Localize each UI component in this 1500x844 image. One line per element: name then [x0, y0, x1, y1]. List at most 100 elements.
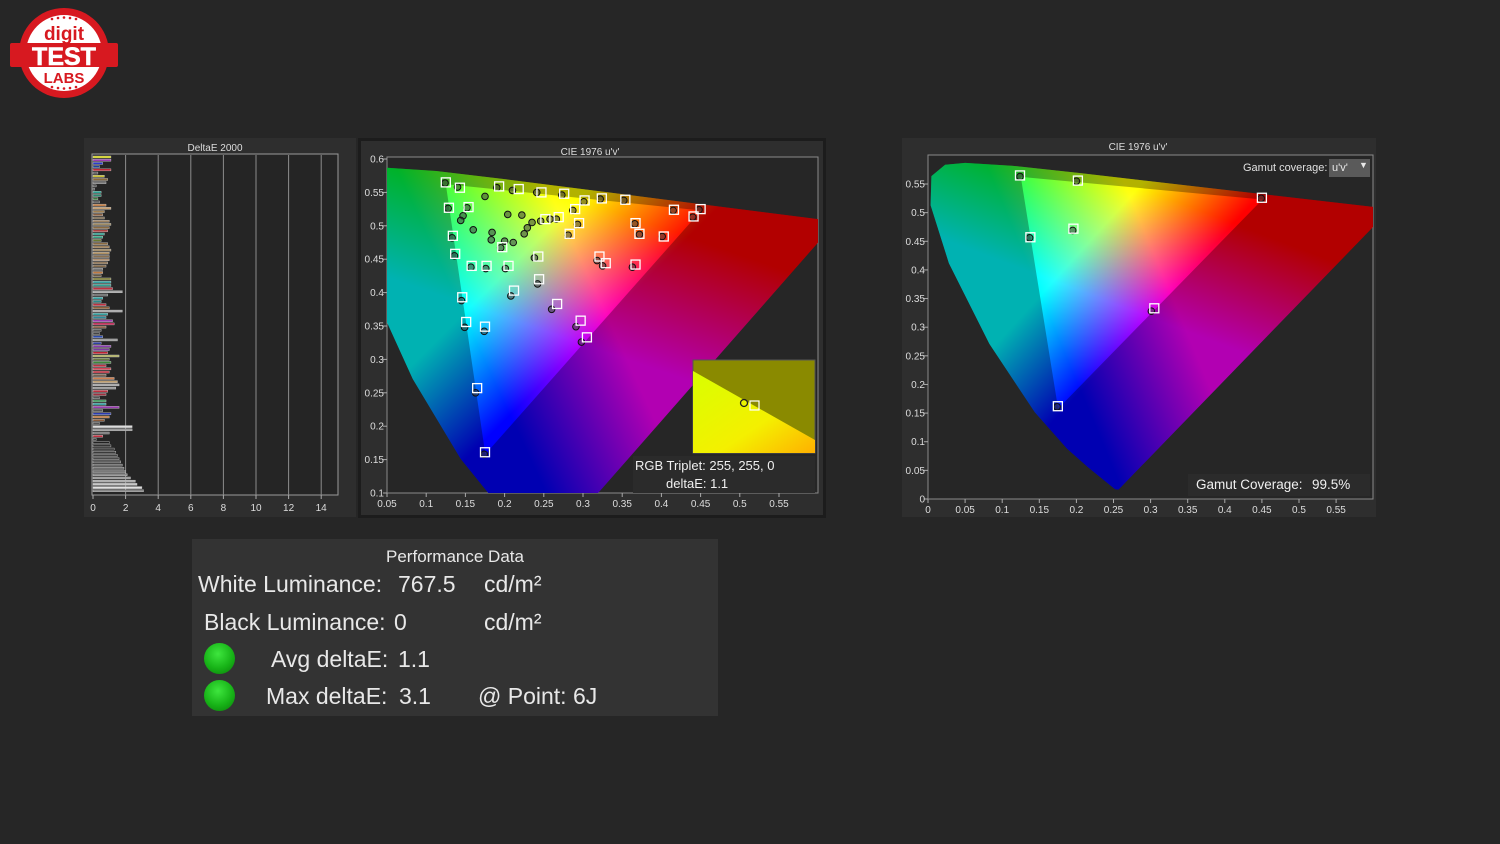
deltae-bar [92, 367, 112, 371]
deltae-bar [92, 418, 105, 422]
target-square [440, 177, 451, 188]
deltae-bar [92, 383, 120, 387]
deltae-bar [92, 155, 112, 159]
target-square [493, 181, 505, 192]
x-tick-label: 0.2 [498, 499, 512, 510]
target-square [551, 298, 563, 310]
measured-point [469, 226, 478, 234]
target-square [668, 204, 680, 215]
deltae-bar [92, 451, 117, 454]
deltae-bar [92, 274, 102, 277]
measured-point [547, 305, 556, 314]
deltae-bar [92, 467, 125, 470]
deltae-bar [92, 399, 107, 403]
cie-title: CIE 1976 u'v' [561, 147, 620, 158]
deltae-plot-area [91, 153, 339, 496]
deltae-bar [92, 415, 110, 419]
y-tick-label: 0 [919, 495, 925, 506]
target-square [581, 332, 593, 343]
black-luminance-value: 0 [394, 609, 407, 635]
deltae-bar [92, 277, 112, 281]
deltae-bar [92, 479, 136, 483]
y-tick-label: 0.15 [906, 409, 926, 420]
deltae-bar [92, 460, 121, 464]
deltae-bar [92, 184, 97, 188]
deltae-bar [92, 386, 117, 390]
performance-title: Performance Data [386, 547, 524, 566]
x-tick-label: 0.15 [1030, 505, 1050, 516]
gamut-space-dropdown[interactable]: u'v' ▼ [1329, 159, 1370, 177]
deltae-bar [92, 223, 112, 226]
performance-panel: Performance Data White Luminance: 767.5 … [192, 539, 718, 716]
target-square [540, 213, 551, 225]
deltae-bar [92, 463, 123, 467]
target-square [463, 201, 474, 213]
x-tick-label: 0.35 [612, 499, 632, 510]
x-tick-label: 0.05 [377, 499, 397, 510]
rgb-triplet-label: RGB Triplet: 255, 255, 0 [635, 458, 775, 473]
target-square [481, 260, 492, 272]
deltae-bar [92, 303, 107, 306]
svg-text:LABS: LABS [44, 70, 85, 87]
deltae-bar [92, 428, 133, 432]
deltae-bar [92, 364, 107, 367]
deltae-bar [92, 435, 103, 438]
x-tick-label: 0.5 [733, 499, 747, 510]
x-tick-label: 0.55 [769, 499, 789, 510]
y-tick-label: 0.25 [365, 388, 385, 399]
target-square [503, 260, 514, 272]
y-tick-label: 0.3 [370, 355, 384, 366]
deltae-bar [92, 264, 107, 268]
deltae-bar [92, 441, 110, 444]
target-square [658, 231, 669, 242]
measured-point [460, 323, 469, 332]
deltae-bar [92, 181, 107, 184]
target-square [1014, 170, 1026, 181]
y-tick-label: 0.2 [370, 422, 384, 433]
target-square [596, 193, 607, 204]
deltae-bar [92, 409, 103, 412]
target-square [695, 203, 706, 215]
target-square [575, 315, 586, 326]
deltae-bar [92, 351, 108, 354]
measured-point [630, 219, 639, 228]
measured-point [444, 204, 452, 213]
gamut-selector-label: Gamut coverage: [1243, 162, 1328, 174]
measured-point [1016, 172, 1024, 181]
target-square [454, 182, 466, 193]
deltae-bar [92, 239, 102, 242]
deltae-bar [92, 171, 99, 175]
avg-deltae-label: Avg deltaE: [271, 646, 389, 672]
target-square [443, 202, 455, 213]
y-tick-label: 0.5 [911, 208, 925, 219]
deltae-bar [92, 431, 110, 435]
target-square [533, 251, 544, 262]
gamut-coverage-readout: Gamut Coverage: 99.5% [1188, 474, 1370, 496]
target-square [479, 321, 491, 332]
deltae-bar [92, 473, 128, 476]
target-square [508, 285, 520, 296]
x-tick-label: 0.45 [1252, 505, 1272, 516]
x-tick-label: 0.45 [691, 499, 711, 510]
max-deltae-label: Max deltaE: [266, 683, 388, 709]
deltae-bar [92, 207, 112, 210]
deltae-bar [92, 396, 100, 399]
target-square [466, 260, 477, 272]
deltae-bar [92, 245, 110, 249]
deltae-tick-label: 10 [250, 503, 262, 514]
deltae-bar [92, 226, 110, 229]
deltae-bar [92, 280, 112, 284]
measured-point [1072, 177, 1081, 185]
deltae-bar [92, 412, 112, 415]
max-deltae-value: 3.1 [399, 683, 431, 709]
y-tick-label: 0.45 [906, 237, 926, 248]
deltae-bar [92, 319, 113, 322]
y-tick-label: 0.1 [911, 437, 925, 448]
deltae-bar [92, 393, 107, 396]
y-tick-label: 0.25 [906, 351, 926, 362]
deltae-bar [92, 454, 118, 457]
chevron-down-icon: ▼ [1359, 160, 1368, 170]
cie-chart-gamut: CIE 1976 u'v' 0 0.05 0.1 0.15 0.2 0.25 0.3 0.35… [902, 138, 1376, 517]
cie-chart-measurements: CIE 1976 u'v' 0.05 0.1 0.15 0.2 0.25 0.3 0.35 0… [358, 138, 826, 518]
